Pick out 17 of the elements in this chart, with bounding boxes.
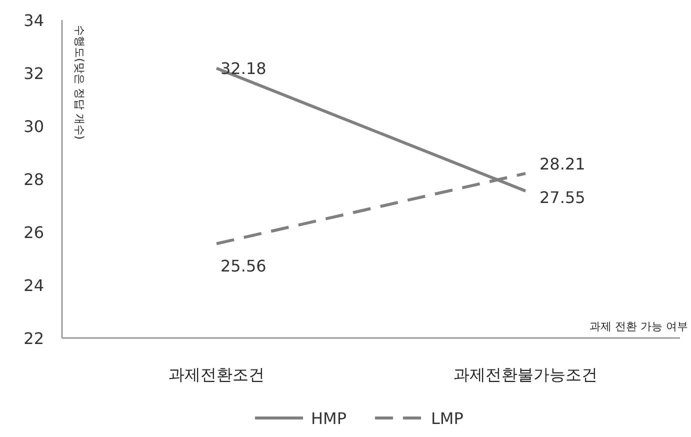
data-label: 25.56 bbox=[220, 256, 266, 276]
legend-label: HMP bbox=[311, 409, 347, 428]
y-axis-title: 수행도(맞은 정답 개수) bbox=[73, 25, 86, 140]
legend-label: LMP bbox=[431, 409, 464, 428]
data-label: 32.18 bbox=[220, 59, 266, 78]
data-label: 28.21 bbox=[540, 154, 586, 174]
y-tick-label: 24 bbox=[24, 276, 44, 295]
y-tick-label: 32 bbox=[24, 64, 44, 83]
data-label: 27.55 bbox=[540, 188, 586, 207]
y-tick-label: 22 bbox=[24, 329, 44, 348]
y-tick-label: 26 bbox=[24, 223, 44, 242]
x-tick-label: 과제전환조건 bbox=[168, 365, 264, 384]
y-tick-label: 30 bbox=[24, 117, 44, 136]
x-tick-label: 과제전환불가능조건 bbox=[454, 365, 598, 384]
x-axis-title: 과제 전환 가능 여부 bbox=[590, 320, 688, 333]
y-tick-label: 34 bbox=[24, 11, 44, 30]
y-tick-label: 28 bbox=[24, 170, 44, 189]
